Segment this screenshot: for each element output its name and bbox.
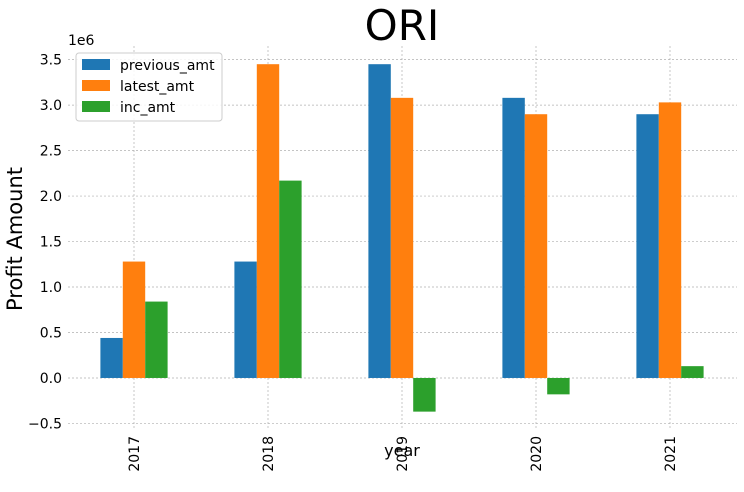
y-tick-label: −0.5 [28,416,62,432]
y-axis-label: Profit Amount [3,167,27,311]
y-tick-label: 0.0 [40,371,62,387]
x-tick-label: 2017 [127,436,143,472]
legend-label-latest_amt: latest_amt [120,79,195,95]
legend-label-previous_amt: previous_amt [120,58,215,74]
bar-latest_amt-2021 [658,102,682,378]
bar-latest_amt-2020 [524,114,548,378]
bar-latest_amt-2018 [256,64,280,378]
legend-frame [75,52,223,122]
y-tick-label: 0.5 [40,326,62,342]
bar-inc_amt-2020 [547,377,570,395]
y-tick-labels: −0.5 0.0 0.5 1.0 1.5 2.0 2.5 3.0 3.5 [28,53,62,433]
y-tick-label: 3.0 [40,98,62,114]
y-tick-label: 2.0 [40,189,62,205]
bar-previous_amt-2020 [502,97,525,378]
bar-inc_amt-2021 [681,366,704,378]
x-axis-label: year [384,441,420,460]
grid [68,46,737,428]
bar-previous_amt-2019 [368,64,391,378]
x-tick-label: 2020 [529,436,545,472]
y-tick-label: 3.5 [40,53,62,69]
x-tick-labels: 2017 2018 2019 2020 2021 [127,436,679,472]
bar-latest_amt-2017 [122,261,146,378]
legend-swatch-inc_amt [82,101,110,112]
legend-label-inc_amt: inc_amt [120,100,176,116]
bar-inc_amt-2017 [145,301,168,378]
y-tick-label: 2.5 [40,144,62,160]
bar-previous_amt-2018 [234,261,257,378]
y-tick-label: 1.0 [40,280,62,296]
bar-previous_amt-2021 [636,114,659,378]
bar-inc_amt-2018 [279,180,302,378]
legend-swatch-latest_amt [82,80,110,91]
legend-swatch-previous_amt [82,59,110,70]
bars [100,64,704,412]
y-offset-text: 1e6 [68,33,95,49]
x-tick-label: 2019 [395,436,411,472]
legend: previous_amt latest_amt inc_amt [75,52,223,122]
chart-title: ORI [365,1,440,50]
bar-previous_amt-2017 [100,337,123,378]
x-tick-label: 2018 [261,436,277,472]
bar-latest_amt-2019 [390,97,414,378]
y-tick-label: 1.5 [40,235,62,251]
x-tick-label: 2021 [663,436,679,472]
bar-inc_amt-2019 [413,377,436,412]
